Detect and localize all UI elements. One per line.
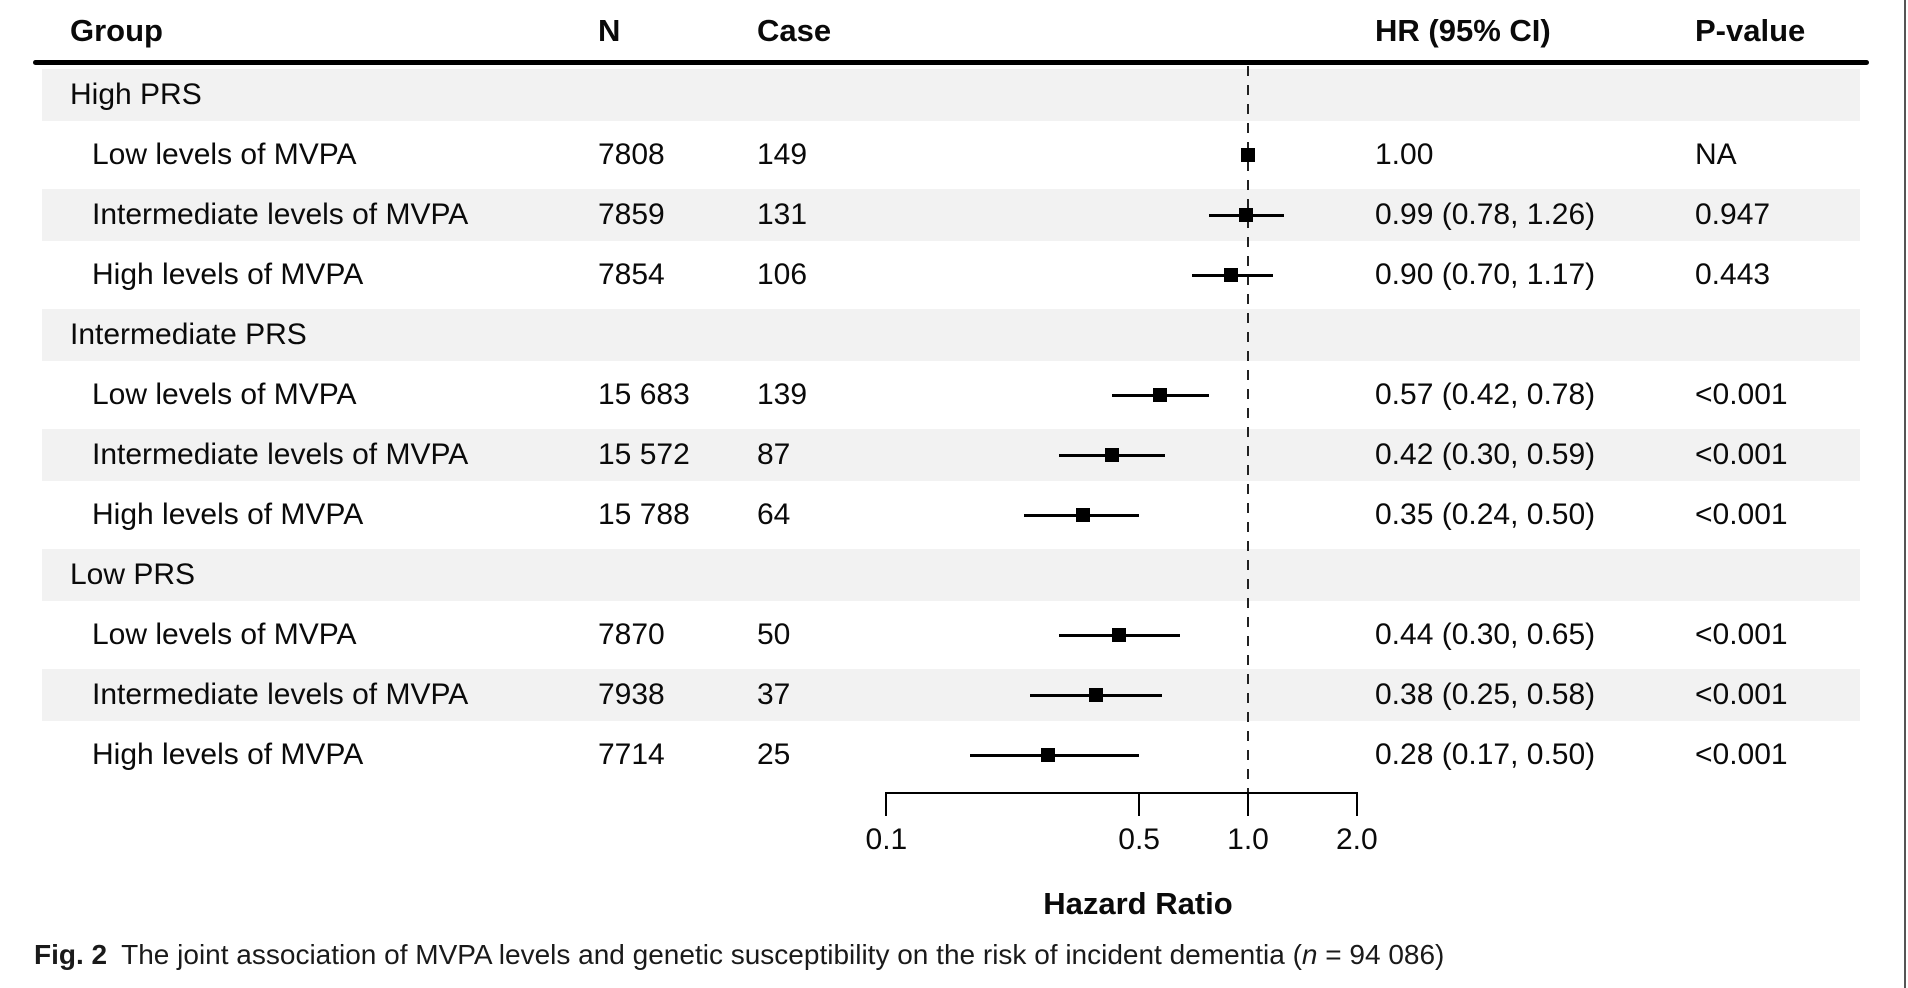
forest-point-marker <box>1241 148 1255 162</box>
hr-ci-cell: 0.35 (0.24, 0.50) <box>1375 498 1596 531</box>
n-cell: 7714 <box>598 738 665 771</box>
n-cell: 7854 <box>598 258 665 291</box>
pvalue-cell: NA <box>1695 138 1737 171</box>
pvalue-cell: 0.947 <box>1695 198 1771 231</box>
hr-ci-cell: 0.99 (0.78, 1.26) <box>1375 198 1596 231</box>
forest-point-marker <box>1076 508 1091 522</box>
x-axis-line <box>886 792 1357 794</box>
reference-line-hr1 <box>1247 66 1249 792</box>
n-cell: 7870 <box>598 618 665 651</box>
case-cell: 106 <box>757 258 808 291</box>
case-cell: 25 <box>757 738 791 771</box>
forest-point-marker <box>1152 388 1167 402</box>
figure-caption-label: Fig. 2 <box>34 939 108 970</box>
pvalue-cell: <0.001 <box>1695 378 1788 411</box>
row-zebra-band <box>42 429 1860 481</box>
column-header-pvalue: P-value <box>1695 13 1806 48</box>
row-zebra-band <box>42 309 1860 361</box>
page-edge-line <box>1904 0 1906 988</box>
case-cell: 139 <box>757 378 808 411</box>
x-axis-tick <box>1138 792 1141 816</box>
row-zebra-band <box>42 669 1860 721</box>
group-label-cell: High levels of MVPA <box>92 738 364 771</box>
n-cell: 15 572 <box>598 438 690 471</box>
case-cell: 149 <box>757 138 808 171</box>
group-label-cell: Intermediate levels of MVPA <box>92 438 469 471</box>
n-cell: 7859 <box>598 198 665 231</box>
group-label-cell: Low levels of MVPA <box>92 138 357 171</box>
column-header-case: Case <box>757 13 832 48</box>
header-rule <box>33 60 1869 65</box>
group-label-cell: Intermediate levels of MVPA <box>92 198 469 231</box>
case-cell: 64 <box>757 498 791 531</box>
row-zebra-band <box>42 189 1860 241</box>
row-zebra-band <box>42 69 1860 121</box>
n-cell: 7808 <box>598 138 665 171</box>
hr-ci-cell: 0.44 (0.30, 0.65) <box>1375 618 1596 651</box>
forest-point-marker <box>1089 688 1104 702</box>
case-cell: 131 <box>757 198 808 231</box>
hr-ci-cell: 0.57 (0.42, 0.78) <box>1375 378 1596 411</box>
group-header-cell: High PRS <box>70 78 202 111</box>
pvalue-cell: <0.001 <box>1695 738 1788 771</box>
x-axis-tick-label: 1.0 <box>1227 823 1269 856</box>
pvalue-cell: <0.001 <box>1695 438 1788 471</box>
n-cell: 15 788 <box>598 498 690 531</box>
column-header-n: N <box>598 13 621 48</box>
figure-caption-text: The joint association of MVPA levels and… <box>121 939 1302 970</box>
forest-point-marker <box>1239 208 1254 222</box>
x-axis-tick-label: 2.0 <box>1335 823 1378 856</box>
group-label-cell: Low levels of MVPA <box>92 618 357 651</box>
pvalue-cell: <0.001 <box>1695 498 1788 531</box>
forest-point-marker <box>1041 748 1056 762</box>
n-cell: 15 683 <box>598 378 690 411</box>
case-cell: 87 <box>757 438 791 471</box>
group-label-cell: Intermediate levels of MVPA <box>92 678 469 711</box>
hr-ci-cell: 0.38 (0.25, 0.58) <box>1375 678 1596 711</box>
group-label-cell: Low levels of MVPA <box>92 378 357 411</box>
group-label-cell: High levels of MVPA <box>92 258 364 291</box>
x-axis-tick <box>1247 792 1249 816</box>
hr-ci-cell: 1.00 <box>1375 138 1434 171</box>
n-cell: 7938 <box>598 678 665 711</box>
x-axis-tick <box>1355 792 1358 816</box>
hr-ci-cell: 0.90 (0.70, 1.17) <box>1375 258 1596 291</box>
forest-point-marker <box>1104 448 1119 462</box>
pvalue-cell: <0.001 <box>1695 678 1788 711</box>
forest-point-marker <box>1224 268 1239 282</box>
column-header-hr-ci: HR (95% CI) <box>1375 13 1551 48</box>
hr-ci-cell: 0.28 (0.17, 0.50) <box>1375 738 1596 771</box>
column-header-group: Group <box>70 13 163 48</box>
pvalue-cell: 0.443 <box>1695 258 1771 291</box>
x-axis-tick-label: 0.5 <box>1118 823 1160 856</box>
forest-point-marker <box>1112 628 1127 642</box>
group-header-cell: Intermediate PRS <box>70 318 307 351</box>
pvalue-cell: <0.001 <box>1695 618 1788 651</box>
group-header-cell: Low PRS <box>70 558 196 591</box>
figure-caption: Fig. 2 The joint association of MVPA leve… <box>34 936 1444 974</box>
figure-caption-tail: = 94 086) <box>1317 939 1445 970</box>
x-axis-tick <box>885 792 888 816</box>
case-cell: 50 <box>757 618 791 651</box>
hr-ci-cell: 0.42 (0.30, 0.59) <box>1375 438 1596 471</box>
x-axis-title: Hazard Ratio <box>1043 886 1233 921</box>
figure-caption-n: n <box>1301 939 1318 970</box>
row-zebra-band <box>42 549 1860 601</box>
group-label-cell: High levels of MVPA <box>92 498 364 531</box>
x-axis-tick-label: 0.1 <box>865 823 908 856</box>
case-cell: 37 <box>757 678 791 711</box>
